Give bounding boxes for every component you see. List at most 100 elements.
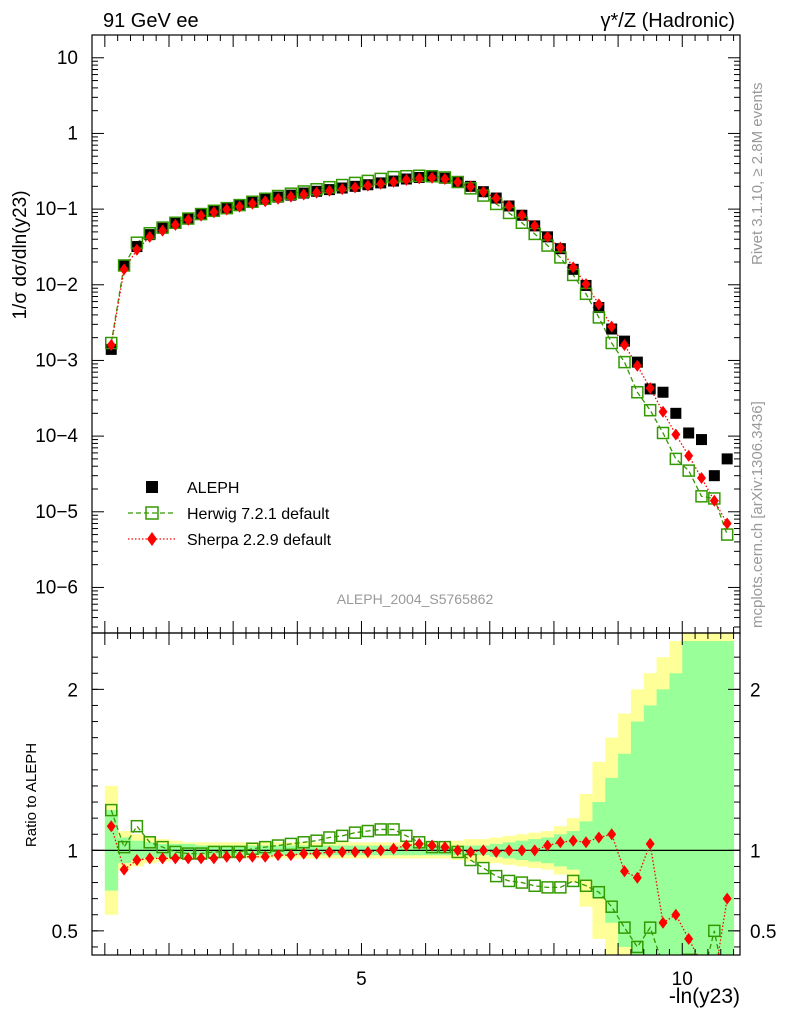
sherpa-ratio-point — [170, 852, 180, 865]
herwig-ratio-point — [515, 876, 529, 889]
sherpa-ratio-point — [183, 852, 193, 865]
sherpa-ratio-point — [132, 854, 142, 867]
ratio-xtick-label: 10 — [672, 969, 693, 990]
ratio-xtick-label: 5 — [356, 969, 367, 990]
sherpa-ratio-point — [491, 845, 501, 858]
sherpa-point — [620, 338, 630, 351]
herwig-point — [592, 311, 606, 324]
sherpa-ratio-point — [543, 839, 553, 852]
sherpa-ratio-point — [350, 845, 360, 858]
herwig-ratio-point — [310, 834, 323, 847]
sherpa-ratio-point — [555, 836, 565, 849]
legend-label-sherpa: Sherpa 2.2.9 default — [187, 532, 332, 549]
main-ytick-label: 1 — [67, 123, 78, 144]
sherpa-point — [414, 172, 424, 185]
ratio-ytick-label: 1 — [67, 841, 78, 862]
sherpa-ratio-point — [363, 845, 373, 858]
sherpa-ratio-point — [235, 850, 245, 863]
sherpa-ratio-point — [620, 865, 630, 878]
sherpa-point — [658, 405, 668, 418]
sherpa-ratio-point — [722, 892, 732, 905]
herwig-point — [656, 426, 670, 440]
sherpa-ratio-point — [710, 973, 719, 985]
sherpa-point — [286, 190, 296, 203]
ratio-band-inner — [630, 721, 645, 955]
ratio-ytick-label-right: 0.5 — [750, 922, 776, 943]
sherpa-point — [568, 261, 578, 274]
sherpa-ratio-point — [671, 908, 681, 921]
sherpa-point — [581, 278, 591, 291]
main-ytick-label: 10−4 — [35, 426, 78, 447]
sherpa-point — [183, 213, 193, 226]
herwig-point — [631, 385, 644, 399]
herwig-ratio-point — [335, 829, 349, 843]
main-ytick-label: 10−1 — [35, 199, 78, 220]
sherpa-ratio-point — [645, 837, 655, 850]
sherpa-ratio-point — [247, 850, 257, 863]
sherpa-point — [543, 230, 553, 243]
herwig-ratio-point — [130, 819, 144, 833]
herwig-ratio-point — [618, 921, 631, 934]
aleph-point — [721, 453, 733, 465]
sherpa-point — [504, 199, 514, 212]
sherpa-ratio-point — [453, 844, 463, 857]
ratio-band-inner — [656, 689, 670, 955]
sherpa-ratio-point — [273, 849, 283, 862]
main-ytick-label: 10−6 — [35, 577, 78, 598]
ratio-ylabel: Ratio to ALEPH — [23, 743, 40, 847]
herwig-ratio-point — [708, 924, 721, 938]
herwig-ratio-point — [489, 869, 503, 883]
sherpa-ratio-point — [222, 850, 232, 863]
sherpa-ratio-point — [594, 831, 604, 844]
sherpa-point — [722, 517, 732, 530]
main-ylabel: 1/σ dσ/dln(y23) — [10, 190, 31, 319]
ratio-series — [92, 803, 740, 985]
sherpa-point — [491, 192, 501, 205]
ratio-ytick-label-right: 2 — [750, 680, 761, 701]
sherpa-point — [645, 382, 655, 395]
herwig-ratio-point — [143, 836, 156, 849]
herwig-point — [669, 452, 683, 466]
sherpa-point — [273, 192, 283, 205]
sherpa-ratio-point — [260, 850, 270, 863]
ratio-bands — [104, 633, 735, 955]
sherpa-point — [247, 197, 257, 210]
sherpa-point — [709, 494, 719, 507]
aleph-point — [670, 407, 682, 419]
sherpa-point — [337, 183, 347, 196]
sherpa-ratio-point — [158, 852, 168, 865]
sherpa-point — [350, 181, 360, 194]
aleph-point — [696, 434, 708, 446]
sherpa-point — [478, 185, 488, 198]
herwig-point — [618, 355, 631, 369]
legend: ALEPH Herwig 7.2.1 default Sherpa 2.2.9 … — [128, 480, 332, 549]
sherpa-ratio-point — [466, 845, 476, 858]
main-series — [104, 169, 734, 541]
sherpa-point — [376, 177, 386, 190]
herwig-ratio-point — [323, 831, 336, 844]
sherpa-ratio-point — [530, 844, 540, 857]
sherpa-point — [697, 471, 707, 484]
sherpa-ratio-point — [581, 836, 591, 849]
herwig-point — [643, 403, 657, 417]
herwig-ratio-point — [643, 921, 657, 934]
sherpa-point — [607, 320, 617, 333]
legend-label-aleph: ALEPH — [187, 480, 239, 497]
sherpa-point — [119, 263, 129, 276]
sherpa-ratio-point — [286, 849, 296, 862]
sherpa-point — [170, 218, 180, 231]
aleph-point — [708, 470, 720, 482]
sherpa-ratio-point — [145, 852, 155, 865]
sherpa-ratio-point — [209, 852, 219, 865]
ratio-frame — [91, 632, 741, 956]
ratio-band-inner — [669, 673, 683, 955]
sherpa-ratio-point — [106, 820, 116, 833]
herwig-ratio-point — [348, 826, 362, 839]
legend-marker-aleph — [146, 481, 158, 493]
sherpa-point — [132, 243, 142, 256]
herwig-ratio-point — [605, 900, 618, 913]
aleph-point — [657, 386, 669, 398]
herwig-ratio-point — [658, 959, 669, 970]
sherpa-ratio-point — [504, 844, 514, 857]
